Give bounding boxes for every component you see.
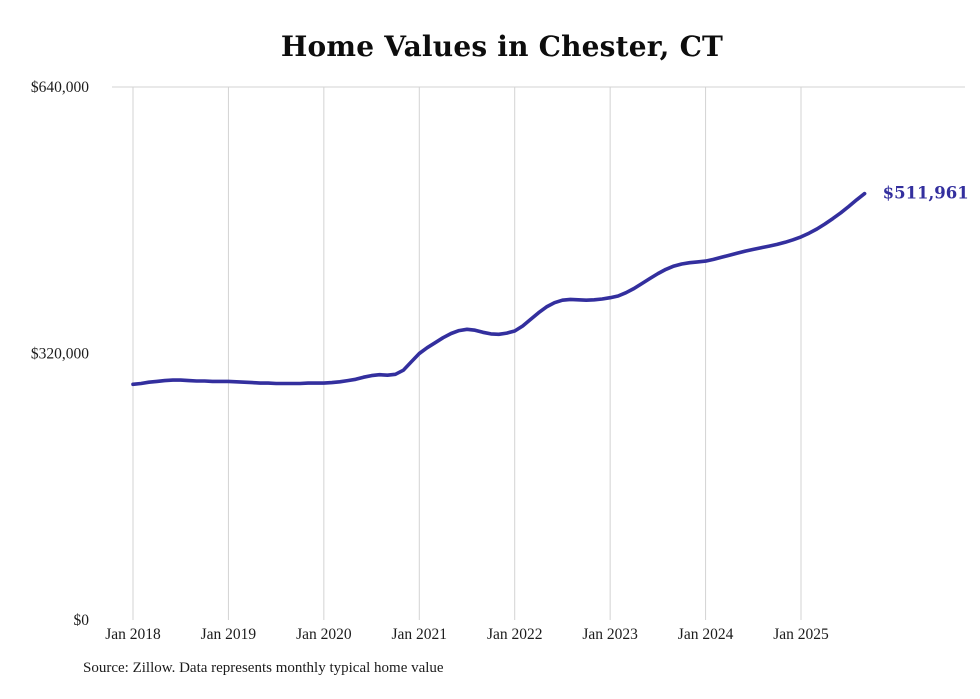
x-tick-label: Jan 2023 [582,626,638,643]
y-tick-label: $640,000 [31,79,89,96]
x-tick-label: Jan 2019 [201,626,257,643]
chart-title: Home Values in Chester, CT [280,30,724,63]
x-tick-label: Jan 2020 [296,626,352,643]
y-tick-label: $0 [74,612,90,629]
home-value-line [131,191,867,387]
x-tick-label: Jan 2025 [773,626,829,643]
end-value-label: $511,961 [883,184,969,203]
x-tick-label: Jan 2024 [678,626,734,643]
x-tick-label: Jan 2022 [487,626,543,643]
y-tick-label: $320,000 [31,346,89,363]
x-tick-label: Jan 2018 [105,626,161,643]
x-tick-label: Jan 2021 [392,626,448,643]
source-note: Source: Zillow. Data represents monthly … [83,660,444,676]
